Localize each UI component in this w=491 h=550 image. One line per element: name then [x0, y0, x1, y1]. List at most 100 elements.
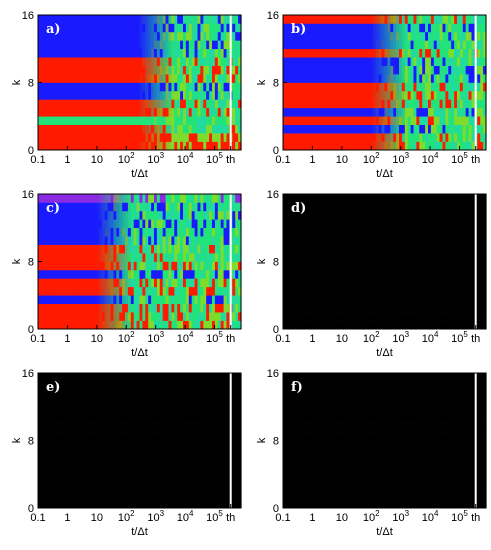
- heatmap-cell: [235, 499, 239, 509]
- heatmap-cell: [212, 253, 216, 262]
- heatmap-cell: [384, 236, 388, 245]
- heatmap-cell: [162, 465, 167, 475]
- heatmap-cell: [38, 286, 42, 296]
- heatmap-cell: [180, 303, 184, 313]
- heatmap-cell: [72, 261, 77, 271]
- heatmap-cell: [300, 253, 304, 262]
- heatmap-cell: [314, 312, 319, 321]
- heatmap-cell: [142, 303, 146, 313]
- heatmap-cell: [113, 107, 117, 117]
- heatmap-cell: [390, 99, 394, 109]
- heatmap-cell: [188, 295, 193, 304]
- heatmap-cell: [439, 286, 444, 296]
- heatmap-cell: [139, 141, 143, 151]
- heatmap-cell: [40, 236, 45, 245]
- heatmap-cell: [162, 491, 167, 500]
- heatmap-cell: [58, 99, 62, 109]
- heatmap-cell: [288, 295, 293, 304]
- heatmap-cell: [457, 261, 461, 271]
- heatmap-cell: [329, 253, 333, 262]
- heatmap-cell: [206, 124, 210, 134]
- heatmap-cell: [378, 133, 383, 142]
- heatmap-cell: [67, 474, 71, 483]
- heatmap-cell: [372, 312, 377, 321]
- heatmap-cell: [84, 82, 88, 92]
- heatmap-cell: [110, 65, 114, 75]
- heatmap-cell: [194, 269, 199, 279]
- heatmap-cell: [422, 116, 426, 125]
- heatmap-cell: [78, 286, 83, 296]
- heatmap-cell: [122, 482, 126, 492]
- heatmap-cell: [133, 194, 138, 203]
- heatmap-cell: [390, 57, 394, 66]
- x-tick-label: 105: [451, 151, 468, 166]
- heatmap-cell: [183, 141, 187, 151]
- heatmap-cell: [191, 90, 196, 100]
- heatmap-cell: [110, 278, 114, 288]
- heatmap-cell: [200, 227, 204, 237]
- heatmap-cell: [209, 465, 213, 475]
- heatmap-cell: [87, 253, 91, 262]
- heatmap-cell: [451, 40, 455, 50]
- heatmap-cell: [217, 57, 222, 66]
- heatmap-cell: [162, 48, 167, 58]
- heatmap-cell: [125, 253, 129, 262]
- heatmap-cell: [326, 116, 330, 125]
- heatmap-cell: [156, 99, 161, 109]
- heatmap-cell: [372, 269, 377, 279]
- heatmap-cell: [78, 23, 83, 33]
- heatmap-cell: [422, 65, 426, 75]
- heatmap-cell: [203, 303, 207, 313]
- heatmap-cell: [378, 82, 383, 92]
- heatmap-cell: [110, 31, 114, 41]
- heatmap-cell: [185, 474, 190, 483]
- heatmap-cell: [433, 320, 438, 330]
- heatmap-cell: [407, 312, 412, 321]
- heatmap-cell: [306, 227, 310, 237]
- heatmap-cell: [317, 312, 322, 321]
- heatmap-cell: [96, 474, 100, 483]
- heatmap-cell: [300, 194, 304, 203]
- heatmap-cell: [177, 202, 181, 212]
- heatmap-cell: [133, 244, 138, 254]
- heatmap-cell: [49, 457, 54, 467]
- heatmap-cell: [401, 320, 406, 330]
- heatmap-cell: [232, 194, 236, 203]
- heatmap-cell: [43, 286, 48, 296]
- heatmap-cell: [154, 482, 158, 492]
- heatmap-cell: [235, 124, 239, 134]
- heatmap-cell: [314, 48, 319, 58]
- heatmap-cell: [422, 303, 426, 313]
- heatmap-cell: [116, 227, 120, 237]
- heatmap-cell: [439, 15, 444, 24]
- heatmap-cell: [209, 40, 213, 50]
- heatmap-cell: [238, 278, 242, 288]
- heatmap-cell: [320, 57, 325, 66]
- heatmap-cell: [425, 194, 429, 203]
- heatmap-cell: [96, 82, 100, 92]
- heatmap-cell: [43, 23, 48, 33]
- heatmap-cell: [483, 219, 487, 229]
- heatmap-cell: [226, 74, 230, 83]
- heatmap-cell: [185, 48, 190, 58]
- heatmap-cell: [46, 82, 51, 92]
- heatmap-cell: [40, 499, 45, 509]
- heatmap-cell: [165, 210, 170, 220]
- heatmap-cell: [180, 244, 184, 254]
- heatmap-cell: [465, 210, 470, 220]
- heatmap-cell: [346, 236, 351, 245]
- x-tick-label: 102: [118, 151, 135, 166]
- heatmap-cell: [206, 48, 210, 58]
- heatmap-cell: [98, 141, 103, 151]
- heatmap-cell: [436, 48, 441, 58]
- heatmap-cell: [454, 227, 458, 237]
- heatmap-cell: [226, 202, 230, 212]
- heatmap-cell: [142, 499, 146, 509]
- heatmap-cell: [332, 253, 336, 262]
- heatmap-cell: [214, 491, 219, 500]
- heatmap-cell: [69, 261, 74, 271]
- heatmap-cell: [168, 303, 172, 313]
- heatmap-cell: [127, 40, 132, 50]
- heatmap-cell: [428, 141, 432, 151]
- heatmap-cell: [317, 244, 322, 254]
